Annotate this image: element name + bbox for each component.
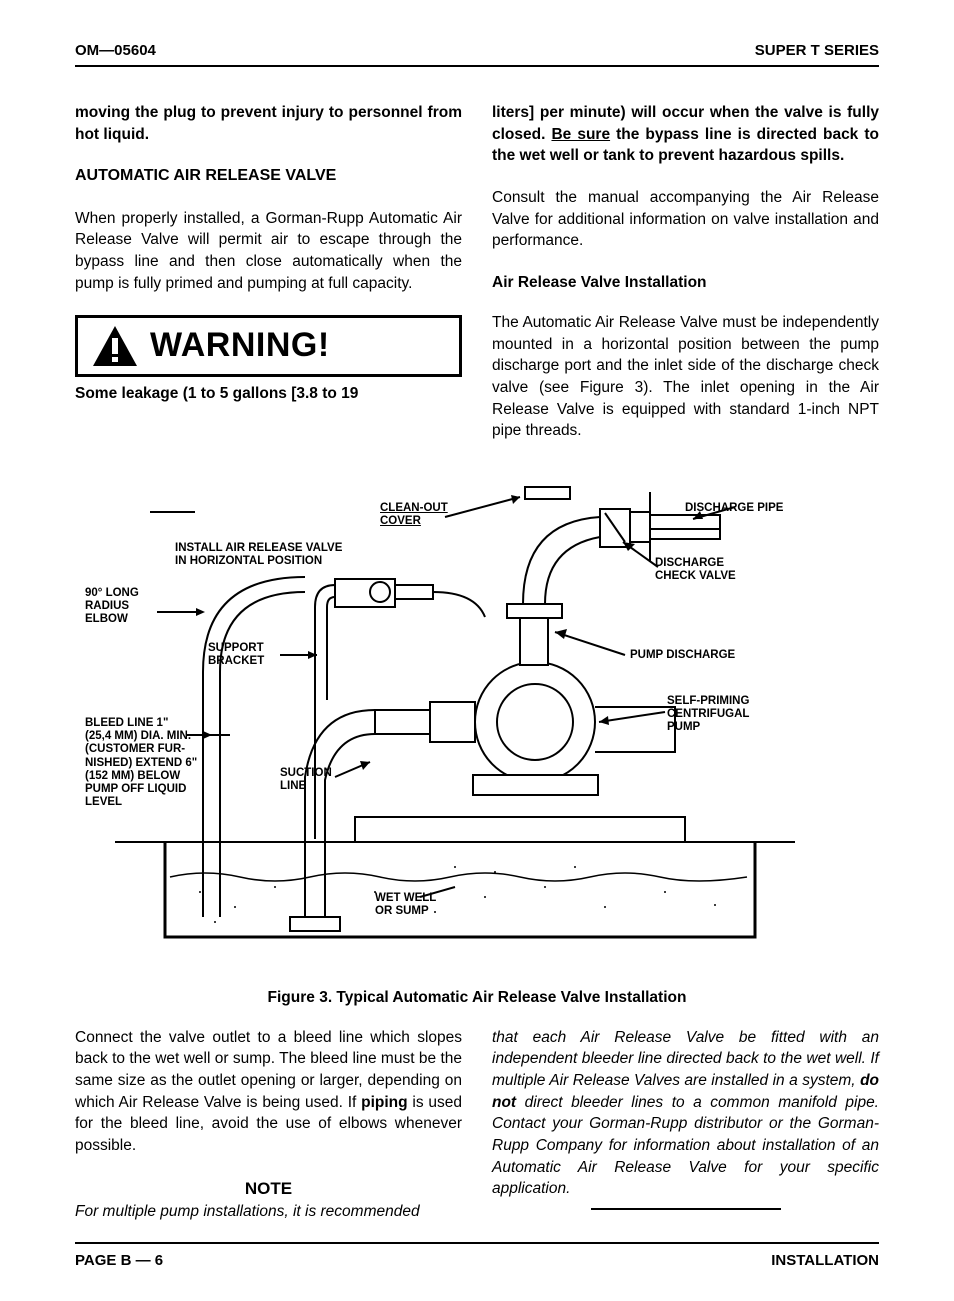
footer-left: PAGE B — 6 xyxy=(75,1250,163,1271)
label-check-valve: DISCHARGECHECK VALVE xyxy=(655,557,736,583)
bottom-columns: Connect the valve outlet to a bleed line… xyxy=(75,1027,879,1223)
figure-caption: Figure 3. Typical Automatic Air Release … xyxy=(75,987,879,1009)
warning-triangle-icon xyxy=(90,324,140,368)
warning-label: WARNING! xyxy=(150,322,330,370)
header-left: OM—05604 xyxy=(75,40,156,61)
label-discharge-pipe: DISCHARGE PIPE xyxy=(685,502,783,515)
divider xyxy=(591,1208,781,1210)
page-header: OM—05604 SUPER T SERIES xyxy=(75,40,879,67)
consult-paragraph: Consult the manual accompanying the Air … xyxy=(492,187,879,252)
page-footer: PAGE B — 6 INSTALLATION xyxy=(75,1242,879,1271)
warning-box: WARNING! xyxy=(75,315,462,377)
label-cleanout: CLEAN-OUTCOVER xyxy=(380,502,448,528)
label-pump-discharge: PUMP DISCHARGE xyxy=(630,649,735,662)
figure-3: CLEAN-OUTCOVER INSTALL AIR RELEASE VALVE… xyxy=(75,477,879,977)
bottom-left: Connect the valve outlet to a bleed line… xyxy=(75,1027,462,1223)
bottom-right: that each Air Release Valve be fitted wi… xyxy=(492,1027,879,1223)
note-heading: NOTE xyxy=(75,1177,462,1201)
right-column: liters] per minute) will occur when the … xyxy=(492,102,879,462)
label-self-priming: SELF-PRIMINGCENTRIFUGALPUMP xyxy=(667,695,749,735)
footer-right: INSTALLATION xyxy=(771,1250,879,1271)
section-heading: AUTOMATIC AIR RELEASE VALVE xyxy=(75,165,462,187)
note-text: For multiple pump installations, it is r… xyxy=(75,1201,462,1223)
label-bleed: BLEED LINE 1"(25,4 MM) DIA. MIN.(CUSTOME… xyxy=(85,717,215,810)
connect-paragraph: Connect the valve outlet to a bleed line… xyxy=(75,1027,462,1157)
note-continued: that each Air Release Valve be fitted wi… xyxy=(492,1027,879,1201)
top-columns: moving the plug to prevent injury to per… xyxy=(75,102,879,462)
subsection-heading: Air Release Valve Installation xyxy=(492,272,879,294)
install-paragraph: The Automatic Air Release Valve must be … xyxy=(492,312,879,442)
continued-warning: moving the plug to prevent injury to per… xyxy=(75,102,462,145)
left-column: moving the plug to prevent injury to per… xyxy=(75,102,462,462)
leakage-text: Some leakage (1 to 5 gallons [3.8 to 19 xyxy=(75,383,462,405)
header-right: SUPER T SERIES xyxy=(755,40,879,61)
label-wetwell: WET WELLOR SUMP xyxy=(375,892,436,918)
label-elbow: 90° LONGRADIUSELBOW xyxy=(85,587,139,627)
continued-leakage: liters] per minute) will occur when the … xyxy=(492,102,879,167)
intro-paragraph: When properly installed, a Gorman-Rupp A… xyxy=(75,208,462,295)
label-install: INSTALL AIR RELEASE VALVEIN HORIZONTAL P… xyxy=(175,542,342,568)
label-support: SUPPORTBRACKET xyxy=(208,642,264,668)
label-suction: SUCTIONLINE xyxy=(280,767,332,793)
